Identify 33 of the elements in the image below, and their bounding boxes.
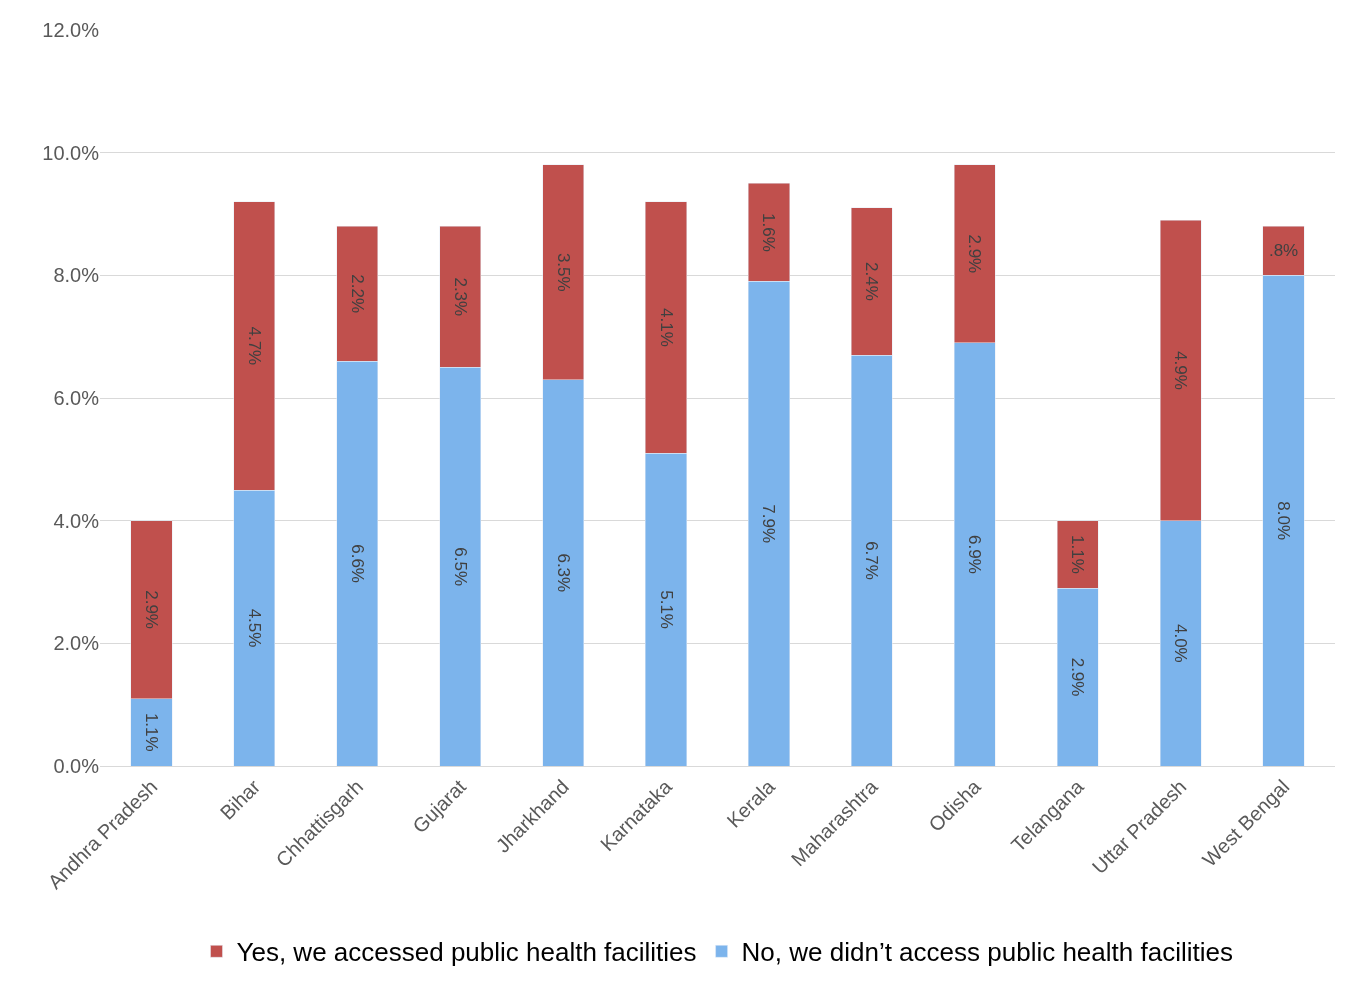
data-label: 4.5% [244,608,264,648]
legend-label: Yes, we accessed public health facilities [236,937,697,968]
data-label: 7.9% [759,504,779,544]
data-label: 6.6% [347,544,367,583]
data-label: 4.0% [1171,623,1191,663]
data-label: 1.6% [759,213,779,252]
data-label: 2.3% [450,277,470,317]
y-tick-label: 12.0% [42,19,100,41]
data-label: 2.9% [141,590,161,629]
data-label: 4.7% [244,326,264,366]
data-label: 1.1% [1068,535,1088,574]
y-tick-label: 0.0% [53,755,100,777]
data-label: 6.5% [450,547,470,587]
data-label: 8.0% [1274,501,1294,541]
legend-label: No, we didn’t access public health facilities [741,937,1233,968]
y-tick-label: 2.0% [53,632,100,655]
data-label: 6.3% [553,553,573,593]
data-label: 1.1% [141,712,161,752]
data-label: 2.4% [862,262,882,301]
y-tick-label: 6.0% [53,387,100,409]
data-label: 6.7% [862,541,882,580]
y-tick-label: 8.0% [53,264,100,287]
data-label: 6.9% [965,535,985,574]
data-label: 5.1% [656,590,676,629]
data-label: 2.9% [965,234,985,274]
data-label: 2.9% [1068,657,1088,697]
data-label: 4.1% [656,308,676,347]
y-tick-label: 4.0% [53,509,100,532]
data-label: 2.2% [347,274,367,314]
data-label: 4.9% [1171,351,1191,390]
y-tick-label: 10.0% [42,141,100,164]
data-label: 3.5% [553,252,573,292]
data-label: .8% [1268,241,1299,261]
